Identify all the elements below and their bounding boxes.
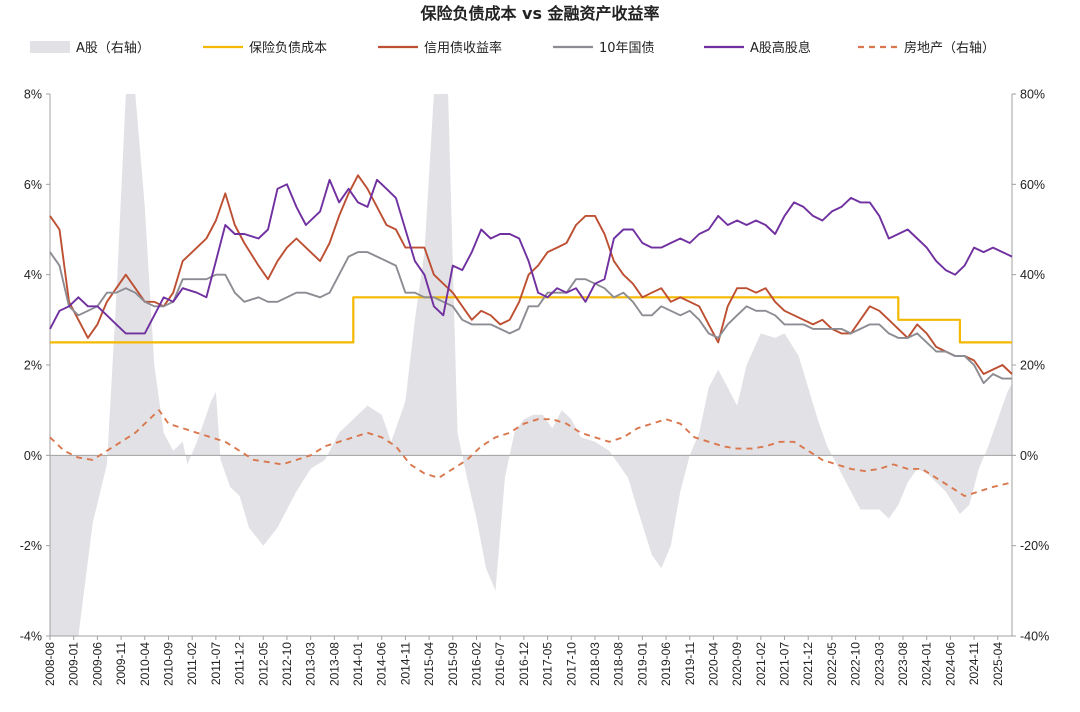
chart-title: 保险负债成本 vs 金融资产收益率 — [419, 4, 659, 23]
legend-label: A股高股息 — [750, 40, 811, 56]
y-left-tick-label: -4% — [20, 630, 42, 644]
legend-item: 信用债收益率 — [378, 40, 502, 56]
x-tick-label: 2010-04 — [138, 642, 152, 686]
x-tick-label: 2012-05 — [256, 642, 270, 686]
legend-label: 保险负债成本 — [249, 41, 327, 56]
series-line-1 — [50, 296, 1012, 344]
legend-item: A股（右轴） — [30, 41, 150, 56]
y-left-tick-label: 2% — [24, 359, 42, 373]
x-tick-label: 2009-01 — [67, 642, 81, 686]
x-tick-label: 2011-02 — [185, 642, 199, 685]
y-right-tick-label: -20% — [1020, 539, 1049, 553]
x-tick-label: 2016-07 — [493, 642, 507, 686]
lines-layer — [49, 174, 1013, 497]
x-tick-label: 2020-04 — [706, 642, 720, 686]
x-tick-label: 2015-04 — [422, 642, 436, 686]
y-right-tick-label: 40% — [1020, 268, 1045, 282]
y-right-tick-label: 0% — [1020, 449, 1038, 463]
x-tick-label: 2022-05 — [825, 642, 839, 686]
y-left-tick-label: 0% — [24, 449, 42, 463]
x-tick-label: 2017-05 — [541, 642, 555, 686]
y-right-tick-label: -40% — [1020, 630, 1049, 644]
legend-item: A股高股息 — [704, 40, 811, 56]
x-tick-label: 2023-08 — [896, 642, 910, 686]
x-tick-label: 2024-11 — [967, 642, 981, 685]
x-tick-label: 2015-09 — [446, 642, 460, 686]
x-tick-label: 2021-07 — [778, 642, 792, 686]
x-tick-label: 2021-02 — [754, 642, 768, 686]
x-tick-label: 2011-12 — [233, 642, 247, 685]
x-tick-label: 2022-10 — [849, 642, 863, 686]
x-tick-label: 2019-01 — [635, 642, 649, 686]
y-right-tick-label: 20% — [1020, 359, 1045, 373]
series-line-2 — [49, 174, 1013, 375]
x-tick-label: 2008-08 — [43, 642, 57, 686]
area-layer — [50, 94, 1012, 636]
axes: 8% 6% 4% 2% 0% -2% -4% 80% 60% 40% 20% 0% -20% -40% 20… — [20, 88, 1049, 687]
x-tick-label: 2014-06 — [375, 642, 389, 686]
x-tick-label: 2023-03 — [872, 642, 886, 686]
legend-swatch-area — [30, 41, 70, 53]
x-tick-label: 2013-03 — [304, 642, 318, 686]
x-tick-label: 2019-06 — [659, 642, 673, 686]
legend-label: A股（右轴） — [76, 41, 150, 56]
y-right-tick-label: 60% — [1020, 178, 1045, 192]
series-line-5 — [49, 409, 1013, 497]
x-tick-label: 2010-09 — [161, 642, 175, 686]
x-tick-label: 2014-01 — [351, 642, 365, 686]
y-left-tick-label: 4% — [24, 268, 42, 282]
x-tick-label: 2024-01 — [920, 642, 934, 686]
x-tick-label: 2009-06 — [90, 642, 104, 686]
x-tick-label: 2018-03 — [588, 642, 602, 686]
x-tick-label: 2013-08 — [327, 642, 341, 686]
y-right-tick-label: 80% — [1020, 88, 1045, 102]
x-tick-label: 2024-06 — [943, 642, 957, 686]
x-tick-label: 2020-09 — [730, 642, 744, 686]
legend-label: 信用债收益率 — [424, 40, 502, 56]
legend-item: 10年国债 — [553, 41, 655, 56]
series-area-a-share — [50, 94, 1012, 636]
x-tick-label: 2025-04 — [991, 642, 1005, 686]
x-tick-label: 2009-11 — [114, 642, 128, 685]
x-tick-label: 2019-11 — [683, 642, 697, 685]
x-tick-label: 2012-10 — [280, 642, 294, 686]
x-tick-label: 2016-12 — [517, 642, 531, 686]
x-tick-label: 2017-10 — [564, 642, 578, 686]
y-left-tick-label: 6% — [24, 178, 42, 192]
y-left-tick-label: -2% — [20, 539, 42, 553]
x-tick-label: 2011-07 — [209, 642, 223, 685]
legend-item: 房地产（右轴） — [858, 40, 995, 56]
legend-item: 保险负债成本 — [203, 41, 327, 56]
legend-label: 房地产（右轴） — [904, 40, 995, 56]
legend: A股（右轴） 保险负债成本 信用债收益率 10年国债 A股高股息 房地产（右轴） — [30, 40, 995, 56]
x-tick-label: 2014-11 — [398, 642, 412, 685]
x-tick-label: 2016-02 — [470, 642, 484, 686]
x-tick-label: 2021-12 — [801, 642, 815, 686]
x-tick-label: 2018-08 — [612, 642, 626, 686]
series-line-4 — [49, 178, 1013, 335]
y-left-tick-label: 8% — [24, 88, 42, 102]
legend-label: 10年国债 — [599, 41, 655, 56]
